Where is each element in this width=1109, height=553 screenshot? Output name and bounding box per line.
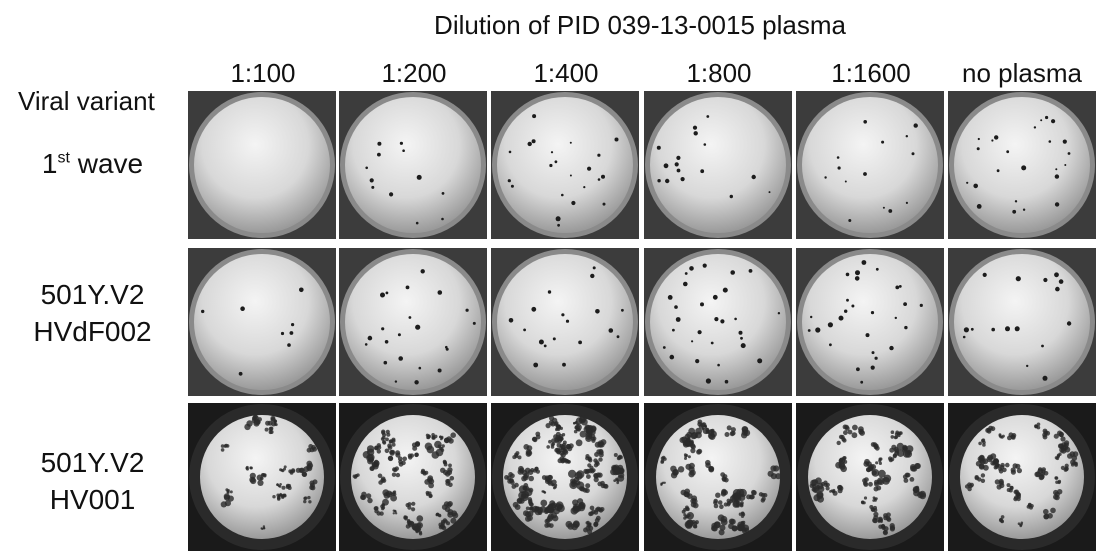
row-label-line2: HVdF002 (33, 316, 152, 347)
column-header-1-1600: 1:1600 (831, 58, 911, 88)
plaque-well-r3-c4 (644, 403, 792, 551)
plaque-well-r1-c5 (796, 91, 944, 239)
column-header-1-100: 1:100 (230, 58, 296, 88)
plaque-well-r2-c2 (339, 248, 487, 396)
plaque-well-r1-c3 (491, 91, 639, 239)
row-label-hvdf002: 501Y.V2 HVdF002 (0, 276, 185, 350)
column-header-1-800: 1:800 (686, 58, 752, 88)
plaque-well-r2-c1 (188, 248, 336, 396)
column-header-1-200: 1:200 (381, 58, 447, 88)
row-label-line1: 501Y.V2 (40, 279, 145, 310)
row-axis-label: Viral variant (18, 86, 155, 116)
plaque-well-r3-c2 (339, 403, 487, 551)
plaque-well-r1-c1 (188, 91, 336, 239)
row-label-line2: HV001 (49, 484, 136, 515)
plaque-well-r1-c6 (948, 91, 1096, 239)
plaque-well-r2-c4 (644, 248, 792, 396)
plaque-well-r3-c1 (188, 403, 336, 551)
row-label-text-rest: wave (69, 148, 144, 179)
plaque-well-r3-c5 (796, 403, 944, 551)
plaque-well-r1-c4 (644, 91, 792, 239)
plaque-well-r2-c5 (796, 248, 944, 396)
row-label-superscript: st (57, 149, 70, 167)
row-label-text: 1 (41, 148, 58, 179)
column-header-no-plasma: no plasma (962, 58, 1082, 88)
row-label-hv001: 501Y.V2 HV001 (0, 444, 185, 518)
plaque-well-r2-c6 (948, 248, 1096, 396)
column-header-1-400: 1:400 (533, 58, 599, 88)
row-label-line1: 501Y.V2 (40, 447, 145, 478)
plaque-well-r2-c3 (491, 248, 639, 396)
plaque-well-r1-c2 (339, 91, 487, 239)
plaque-well-r3-c3 (491, 403, 639, 551)
figure-title: Dilution of PID 039-13-0015 plasma (434, 10, 846, 40)
row-label-first-wave: 1st wave (0, 145, 185, 182)
plaque-well-r3-c6 (948, 403, 1096, 551)
